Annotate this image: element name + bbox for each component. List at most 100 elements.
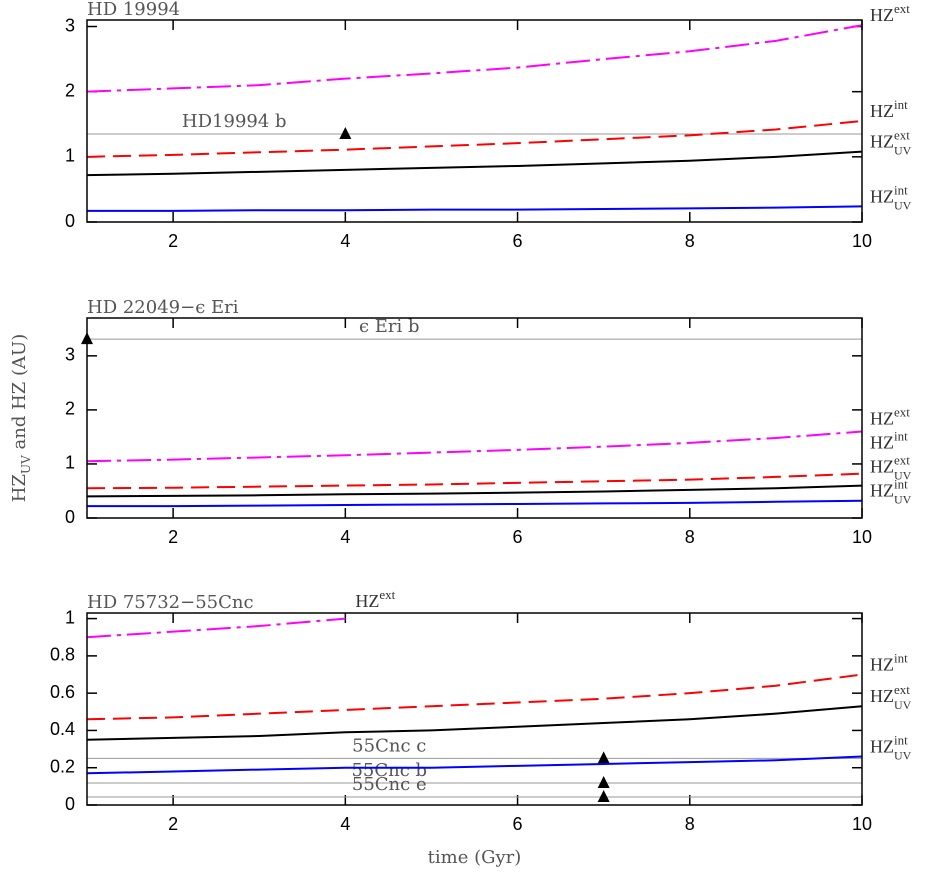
label-sup: ext (894, 453, 910, 468)
label-base: HZ (870, 737, 894, 757)
y-tick-label: 2 (65, 80, 75, 100)
panel-title: HD 75732−55Cnc (87, 592, 254, 613)
plot-frame (86, 317, 863, 519)
x-tick-label: 2 (168, 527, 178, 547)
planet-marker (597, 751, 610, 764)
y-tick-label: 3 (65, 15, 75, 35)
y-tick-label: 1 (65, 453, 75, 473)
series-line (86, 755, 863, 775)
y-tick-label: 0 (65, 211, 75, 231)
series-line (86, 472, 863, 490)
x-tick-label: 10 (852, 814, 872, 834)
series-label: HZext (870, 1, 910, 25)
y-tick-label: 2 (65, 399, 75, 419)
series-label: HZext UV (870, 453, 912, 483)
planet-label: 55Cnc e (352, 774, 427, 795)
label-sub: UV (894, 698, 912, 712)
label-rest: and HZ (AU) (9, 334, 30, 455)
planet-marker (597, 789, 610, 802)
series-label: HZint UV (870, 477, 912, 507)
series-label: HZext UV (870, 682, 912, 712)
label-sup: int (894, 477, 908, 492)
label-sub: UV (894, 198, 912, 212)
x-tick-label: 10 (852, 231, 872, 251)
series-line (86, 150, 863, 177)
series-label: HZext (870, 405, 910, 429)
label-base: HZ (870, 433, 894, 453)
panel-title: HD 19994 (87, 0, 180, 20)
series-line (86, 430, 863, 463)
label-base: HZ (870, 409, 894, 429)
x-tick-label: 6 (513, 231, 523, 251)
x-tick-label: 8 (685, 814, 695, 834)
y-tick-label: 0.6 (50, 682, 75, 702)
x-tick-label: 2 (168, 231, 178, 251)
series-label: HZint (870, 429, 908, 453)
label-sup: ext (894, 1, 910, 16)
label-sup: int (894, 182, 908, 197)
label-sup: int (894, 650, 908, 665)
x-tick-label: 6 (513, 527, 523, 547)
x-tick-label: 4 (340, 814, 350, 834)
label-sub: UV (894, 468, 912, 482)
series-line (86, 484, 863, 498)
label-base: HZ (870, 186, 894, 206)
x-tick-label: 2 (168, 814, 178, 834)
label-sup: int (894, 97, 908, 112)
y-tick-label: 0.4 (50, 719, 75, 739)
label-base: HZ (355, 591, 379, 611)
x-tick-label: 10 (852, 527, 872, 547)
label-base: HZ (870, 686, 894, 706)
x-tick-label: 6 (513, 814, 523, 834)
y-tick-label: 0.8 (50, 645, 75, 665)
panel-title: HD 22049−ϵ Eri (87, 297, 239, 318)
y-tick-label: 1 (65, 146, 75, 166)
x-tick-label: 4 (340, 527, 350, 547)
planet-label: HD19994 b (182, 111, 287, 132)
planet-label: 55Cnc c (352, 735, 426, 756)
series-label: HZext UV (870, 128, 912, 158)
series-label: HZint (870, 97, 908, 121)
label-base: HZ (870, 655, 894, 675)
series-label: HZint UV (870, 733, 912, 763)
y-tick-label: 0 (65, 794, 75, 814)
planet-marker (597, 776, 610, 789)
label-base: HZ (870, 457, 894, 477)
label-sub: UV (19, 455, 33, 474)
label-base: HZ (870, 5, 894, 25)
series-line (86, 705, 863, 741)
label-base: HZ (870, 481, 894, 501)
planet-label: ϵ Eri b (359, 316, 420, 337)
label-sub: UV (894, 492, 912, 506)
x-axis-title: time (Gyr) (428, 847, 522, 868)
label-sup: ext (379, 587, 395, 602)
y-tick-label: 3 (65, 345, 75, 365)
series-line (86, 673, 863, 721)
plot-frame (86, 19, 863, 223)
series-line (87, 205, 863, 212)
label-sub: UV (894, 143, 912, 157)
label-sup: ext (894, 682, 910, 697)
planet-marker (339, 127, 352, 140)
series-label: HZint UV (870, 182, 912, 212)
x-tick-label: 8 (685, 527, 695, 547)
label-base: HZ (9, 474, 30, 502)
series-label: HZext (355, 587, 395, 611)
x-tick-label: 4 (340, 231, 350, 251)
y-tick-label: 1 (65, 607, 75, 627)
series-line (86, 617, 346, 639)
planet-label: 55Cnc b (351, 760, 427, 781)
series-label: HZint (870, 650, 908, 674)
label-sup: int (894, 733, 908, 748)
label-sup: ext (894, 405, 910, 420)
label-base: HZ (870, 101, 894, 121)
y-tick-label: 0.2 (50, 756, 75, 776)
label-sup: ext (894, 128, 910, 143)
label-sub: UV (894, 748, 912, 762)
x-tick-label: 8 (685, 231, 695, 251)
plot-frame (86, 612, 863, 806)
label-sup: int (894, 429, 908, 444)
series-line (87, 499, 863, 508)
series-label: HZUV and HZ (AU) (9, 334, 33, 502)
